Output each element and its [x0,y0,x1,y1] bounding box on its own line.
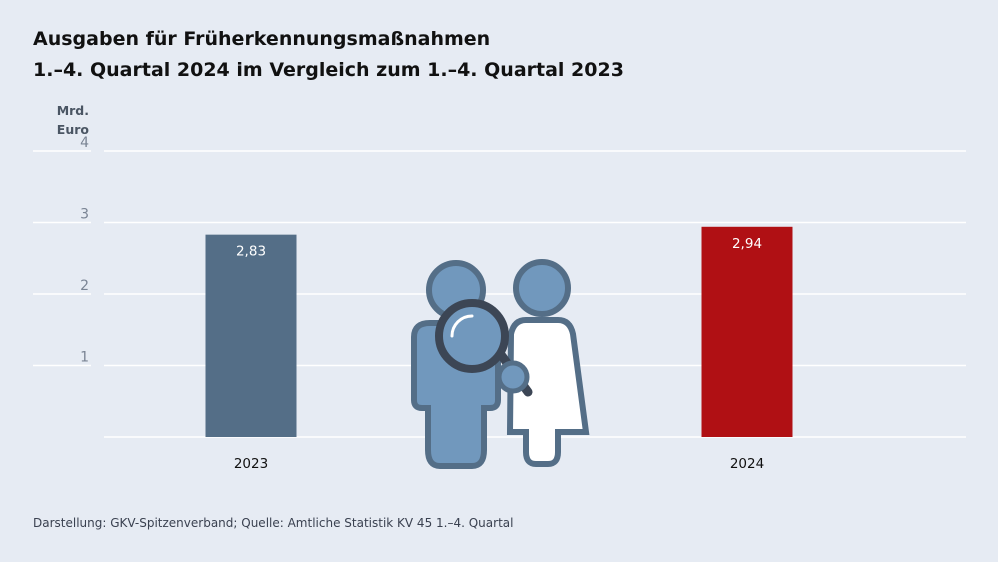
x-tick-label-2024: 2024 [730,456,764,472]
bars [205,226,793,437]
magnifying-glass-icon [435,299,533,397]
bar-value-label-2024: 2,94 [732,236,762,252]
y-axis-unit-line-1: Mrd. [56,103,89,118]
y-tick-label: 1 [80,350,89,366]
source-note: Darstellung: GKV-Spitzenverband; Quelle:… [33,516,514,530]
people-magnifier-icon [411,259,590,469]
woman-figure-icon [506,259,590,467]
x-tick-labels: 2023 2024 [234,456,764,472]
y-axis-unit-line-2: Euro [56,122,89,137]
bar-2024 [701,226,793,437]
x-tick-label-2023: 2023 [234,456,268,472]
bar-2023 [205,234,297,437]
y-tick-label: 2 [80,278,89,294]
chart-title: Ausgaben für Früherkennungsmaßnahmen [33,28,491,50]
bar-value-label-2023: 2,83 [236,244,266,260]
y-tick-label: 3 [80,207,89,223]
chart-subtitle: 1.–4. Quartal 2024 im Vergleich zum 1.–4… [33,59,624,81]
y-tick-label: 4 [80,135,89,151]
bar-value-labels: 2,83 2,94 [236,236,762,260]
y-tick-labels: 1 2 3 4 [80,135,89,366]
